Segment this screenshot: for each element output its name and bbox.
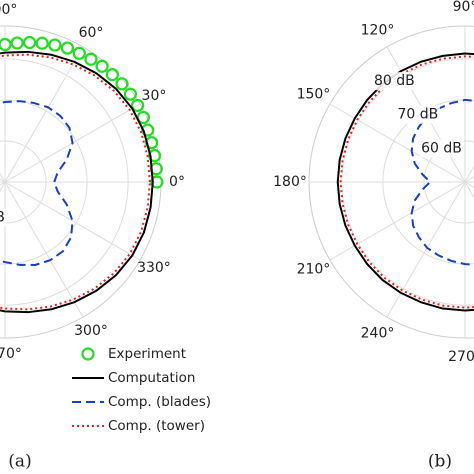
polar-plot: 0°30°60°90°120°150°180°210°240°270°300°3… xyxy=(273,0,474,365)
angular-grid xyxy=(0,172,6,183)
experiment-marker xyxy=(35,36,49,50)
legend-label: Comp. (tower) xyxy=(108,418,205,434)
angular-grid xyxy=(0,178,6,183)
angular-grid xyxy=(329,103,466,183)
experiment-marker xyxy=(95,59,109,73)
experiment-marker xyxy=(72,46,86,60)
angular-grid xyxy=(386,181,466,318)
angular-grid xyxy=(464,176,474,183)
angular-grid xyxy=(0,181,6,192)
angular-grid xyxy=(329,181,466,261)
angle-label: 300° xyxy=(74,323,108,339)
series-line xyxy=(0,100,74,266)
radial-label: 60 dB xyxy=(0,210,5,226)
angle-label: 240° xyxy=(361,326,395,342)
angle-label: 180° xyxy=(273,174,307,190)
series-line xyxy=(339,55,474,309)
angle-label: 210° xyxy=(297,262,331,278)
polar-plot: 0°30°60°90°120°150°180°210°240°270°300°3… xyxy=(0,2,185,362)
legend-label: Experiment xyxy=(108,346,186,362)
angle-label: 270° xyxy=(448,349,474,365)
angular-grid xyxy=(464,181,474,188)
radial-label-bg xyxy=(395,105,440,124)
experiment-marker xyxy=(10,36,24,50)
experiment-marker xyxy=(147,149,162,163)
experiment-marker xyxy=(0,37,12,52)
legend: Experiment Computation Comp. (blades) Comp.… xyxy=(68,340,254,445)
experiment-marker xyxy=(115,77,129,91)
experiment-marker xyxy=(84,52,98,66)
radial-label: 80 dB xyxy=(374,73,415,89)
radial-label-bg xyxy=(372,72,417,91)
legend-label: Comp. (blades) xyxy=(108,394,211,410)
angular-grid xyxy=(464,165,474,183)
angular-grid xyxy=(4,46,84,183)
experiment-marker xyxy=(22,35,37,50)
radial-label: 60 dB xyxy=(421,140,462,156)
angle-label: 90° xyxy=(0,2,17,18)
plots: 0° 30° 60° 90° 120° 150° 180° 210° 240° 270° 300° 3… xyxy=(0,0,474,365)
experiment-marker xyxy=(131,98,145,113)
panel-label: (b) xyxy=(428,452,452,472)
angle-label: 60° xyxy=(79,25,104,41)
legend-marker xyxy=(81,347,95,361)
panel-label: (a) xyxy=(8,452,31,472)
angle-label: 330° xyxy=(137,260,171,276)
experiment-marker xyxy=(123,87,138,101)
experiment-marker xyxy=(48,38,62,52)
angular-grid xyxy=(4,181,84,318)
experiment-marker xyxy=(105,67,120,82)
legend-box xyxy=(68,340,254,445)
radial-label-bg xyxy=(419,139,464,158)
angle-label: 120° xyxy=(361,22,395,38)
radial-label: 70 dB xyxy=(398,107,439,123)
series-line xyxy=(0,50,154,314)
experiment-marker xyxy=(150,175,164,189)
angle-label: 150° xyxy=(297,87,331,103)
angular-grid xyxy=(464,181,474,199)
series-line xyxy=(336,52,474,312)
angle-label: 90° xyxy=(453,0,474,15)
experiment-marker xyxy=(60,41,75,55)
angle-label: 0° xyxy=(169,174,185,190)
legend-label: Computation xyxy=(108,370,195,386)
angle-label: 270° xyxy=(0,346,22,362)
angle-label: 30° xyxy=(142,88,167,104)
radial-label-bg xyxy=(0,208,7,227)
angular-grid xyxy=(4,181,141,261)
